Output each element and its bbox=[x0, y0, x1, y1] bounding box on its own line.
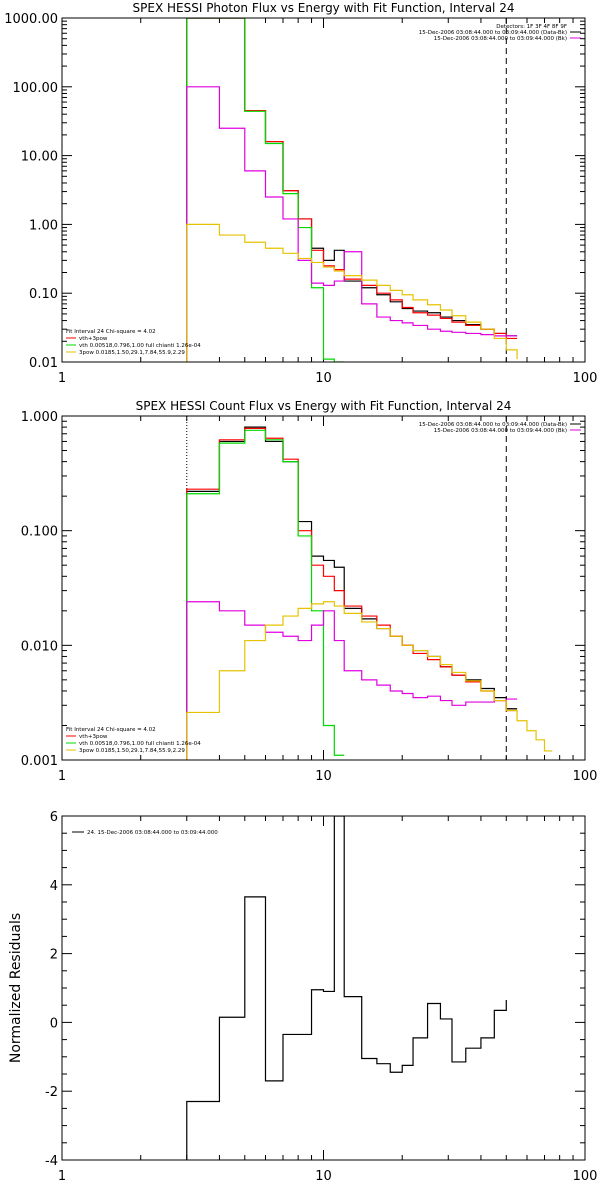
y-axis: 0.01 0.10 1.00 10.00 100.00 1000.00 bbox=[4, 12, 585, 371]
y-tick-label: 1.00 bbox=[29, 218, 58, 233]
data-series-4 bbox=[186, 223, 518, 362]
data-series-0 bbox=[186, 816, 507, 1160]
legend-text: Detectors: 1F 3F 4F 8F 9F bbox=[496, 24, 567, 30]
legend: 15-Dec-2006 03:08:44.000 to 03:09:44.000… bbox=[66, 422, 581, 754]
y-tick-label: 0.01 bbox=[29, 356, 58, 371]
x-axis: 1 10 100 bbox=[58, 816, 598, 1184]
plot-frame bbox=[61, 815, 586, 1161]
data-series-3 bbox=[186, 86, 518, 362]
chart-title: SPEX HESSI Photon Flux vs Energy with Fi… bbox=[133, 1, 515, 15]
legend-text: 3pow 0.0185,1.50,29.1,7.84,55.9,2.29 bbox=[79, 748, 185, 754]
legend-text: vth 0.00518,0.796,1.00 full chianti 1.26… bbox=[79, 343, 201, 349]
y-tick-label: 0.10 bbox=[29, 287, 58, 302]
series-group bbox=[186, 18, 518, 362]
count-flux-panel: SPEX HESSI Count Flux vs Energy with Fit… bbox=[21, 399, 598, 784]
y-tick-label: 0.010 bbox=[21, 639, 58, 654]
data-series-0 bbox=[186, 18, 518, 362]
x-tick-label: 1 bbox=[58, 371, 66, 386]
legend-text: vth+3pow bbox=[79, 336, 108, 342]
legend-text: 15-Dec-2006 03:08:44.000 to 03:09:44.000… bbox=[434, 428, 567, 434]
y-tick-label: 100.00 bbox=[13, 81, 59, 96]
y-tick-label: 0 bbox=[50, 1016, 58, 1031]
x-tick-label: 10 bbox=[315, 1169, 332, 1184]
legend-text: 15-Dec-2006 03:08:44.000 to 03:09:44.000… bbox=[434, 36, 567, 42]
y-tick-label: 0.001 bbox=[21, 754, 58, 769]
x-tick-label: 100 bbox=[573, 371, 598, 386]
data-series-3 bbox=[186, 601, 518, 760]
photon-flux-panel: SPEX HESSI Photon Flux vs Energy with Fi… bbox=[4, 1, 597, 386]
legend: 24. 15-Dec-2006 03:08:44.000 to 03:09:44… bbox=[72, 830, 218, 836]
legend-text: 15-Dec-2006 03:08:44.000 to 03:09:44.000… bbox=[419, 30, 567, 36]
plot-frame bbox=[61, 415, 586, 761]
y-tick-label: -4 bbox=[45, 1154, 58, 1169]
y-tick-label: 1000.00 bbox=[4, 12, 58, 27]
data-series-2 bbox=[186, 429, 345, 760]
data-series-1 bbox=[186, 18, 518, 362]
legend-text: Fit Interval 24 Chi-square = 4.02 bbox=[66, 329, 156, 335]
y-tick-label: 10.00 bbox=[21, 150, 58, 165]
x-tick-label: 1 bbox=[58, 769, 66, 784]
residuals-panel: Normalized Residuals 1 10 100 -4 -2 0 2 4 6 24. 15… bbox=[8, 810, 597, 1184]
y-tick-label: 6 bbox=[50, 810, 58, 825]
legend-text: 24. 15-Dec-2006 03:08:44.000 to 03:09:44… bbox=[87, 830, 218, 836]
legend-text: Fit Interval 24 Chi-square = 4.02 bbox=[66, 727, 156, 733]
legend-text: vth 0.00518,0.796,1.00 full chianti 1.26… bbox=[79, 741, 201, 747]
y-axis-label: Normalized Residuals bbox=[8, 913, 24, 1063]
x-tick-label: 10 bbox=[315, 371, 332, 386]
y-tick-label: 1.000 bbox=[21, 410, 58, 425]
chart-title: SPEX HESSI Count Flux vs Energy with Fit… bbox=[136, 399, 512, 413]
data-series-4 bbox=[186, 601, 553, 760]
data-series-1 bbox=[186, 427, 518, 760]
x-tick-label: 100 bbox=[573, 1169, 598, 1184]
legend-text: 3pow 0.0185,1.50,29.1,7.84,55.9,2.29 bbox=[79, 350, 185, 356]
x-tick-label: 100 bbox=[573, 769, 598, 784]
plot-frame bbox=[61, 17, 586, 363]
data-series-0 bbox=[186, 426, 518, 760]
series-group bbox=[186, 816, 507, 1160]
data-series-2 bbox=[186, 18, 345, 362]
y-tick-label: 0.100 bbox=[21, 525, 58, 540]
legend-text: 15-Dec-2006 03:08:44.000 to 03:09:44.000… bbox=[419, 422, 567, 428]
y-tick-label: -2 bbox=[45, 1085, 58, 1100]
x-tick-label: 10 bbox=[315, 769, 332, 784]
series-group bbox=[186, 426, 553, 760]
y-axis: 0.001 0.010 0.100 1.000 bbox=[21, 410, 585, 769]
legend-text: vth+3pow bbox=[79, 734, 108, 740]
x-tick-label: 1 bbox=[58, 1169, 66, 1184]
y-tick-label: 4 bbox=[50, 879, 58, 894]
y-tick-label: 2 bbox=[50, 948, 58, 963]
